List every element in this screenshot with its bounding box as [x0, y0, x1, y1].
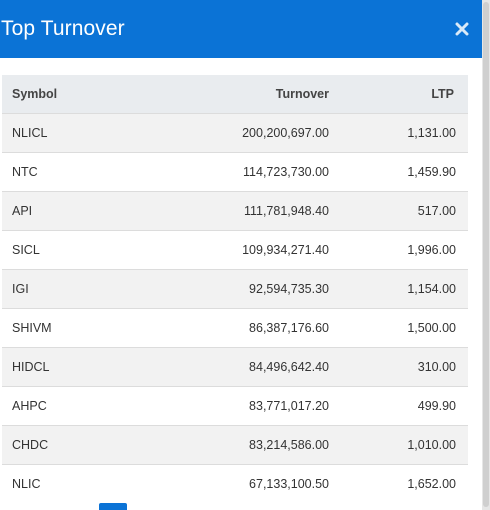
cell-symbol: NTC: [12, 164, 38, 179]
column-header-symbol[interactable]: Symbol: [12, 86, 58, 101]
cell-symbol: CHDC: [12, 437, 49, 452]
table-row[interactable]: NLICL 200,200,697.00 1,131.00: [2, 113, 468, 152]
cell-symbol: NLICL: [12, 125, 48, 140]
table-row[interactable]: NTC 114,723,730.00 1,459.90: [2, 152, 468, 191]
cell-ltp: 1,500.00: [407, 320, 456, 335]
cell-symbol: HIDCL: [12, 359, 50, 374]
cell-turnover: 83,771,017.20: [249, 398, 329, 413]
close-icon: [455, 22, 469, 36]
cell-ltp: 1,652.00: [407, 476, 456, 491]
pagination-active-page[interactable]: [99, 503, 127, 510]
cell-symbol: NLIC: [12, 476, 41, 491]
table-row[interactable]: IGI 92,594,735.30 1,154.00: [2, 269, 468, 308]
cell-ltp: 1,131.00: [407, 125, 456, 140]
table-header-row: Symbol Turnover LTP: [2, 75, 468, 113]
cell-ltp: 499.90: [417, 398, 456, 413]
cell-turnover: 67,133,100.50: [249, 476, 329, 491]
cell-turnover: 86,387,176.60: [249, 320, 329, 335]
cell-ltp: 1,154.00: [407, 281, 456, 296]
cell-turnover: 84,496,642.40: [249, 359, 329, 374]
table-row[interactable]: CHDC 83,214,586.00 1,010.00: [2, 425, 468, 464]
table-row[interactable]: SICL 109,934,271.40 1,996.00: [2, 230, 468, 269]
turnover-table: Symbol Turnover LTP NLICL 200,200,697.00…: [2, 75, 468, 503]
cell-symbol: AHPC: [12, 398, 47, 413]
cell-symbol: API: [12, 203, 33, 218]
cell-turnover: 200,200,697.00: [242, 125, 329, 140]
cell-ltp: 517.00: [417, 203, 456, 218]
turnover-table-container: Symbol Turnover LTP NLICL 200,200,697.00…: [2, 75, 468, 503]
cell-turnover: 114,723,730.00: [243, 164, 329, 179]
table-row[interactable]: HIDCL 84,496,642.40 310.00: [2, 347, 468, 386]
cell-symbol: SICL: [12, 242, 40, 257]
cell-ltp: 1,996.00: [407, 242, 456, 257]
cell-ltp: 310.00: [417, 359, 456, 374]
cell-symbol: IGI: [12, 281, 29, 296]
table-row[interactable]: AHPC 83,771,017.20 499.90: [2, 386, 468, 425]
column-header-ltp[interactable]: LTP: [431, 86, 454, 101]
modal-header: Top Turnover: [0, 0, 482, 58]
scrollbar[interactable]: [482, 0, 490, 510]
cell-turnover: 109,934,271.40: [242, 242, 329, 257]
table-row[interactable]: SHIVM 86,387,176.60 1,500.00: [2, 308, 468, 347]
modal-title: Top Turnover: [1, 17, 125, 40]
cell-turnover: 92,594,735.30: [249, 281, 329, 296]
column-header-turnover[interactable]: Turnover: [275, 86, 329, 101]
scrollbar-thumb[interactable]: [483, 2, 489, 507]
table-row[interactable]: NLIC 67,133,100.50 1,652.00: [2, 464, 468, 503]
cell-turnover: 111,781,948.40: [243, 203, 329, 218]
pagination: [0, 500, 482, 510]
close-button[interactable]: [442, 0, 482, 58]
cell-ltp: 1,459.90: [407, 164, 456, 179]
cell-symbol: SHIVM: [12, 320, 52, 335]
table-row[interactable]: API 111,781,948.40 517.00: [2, 191, 468, 230]
cell-ltp: 1,010.00: [407, 437, 456, 452]
cell-turnover: 83,214,586.00: [249, 437, 329, 452]
